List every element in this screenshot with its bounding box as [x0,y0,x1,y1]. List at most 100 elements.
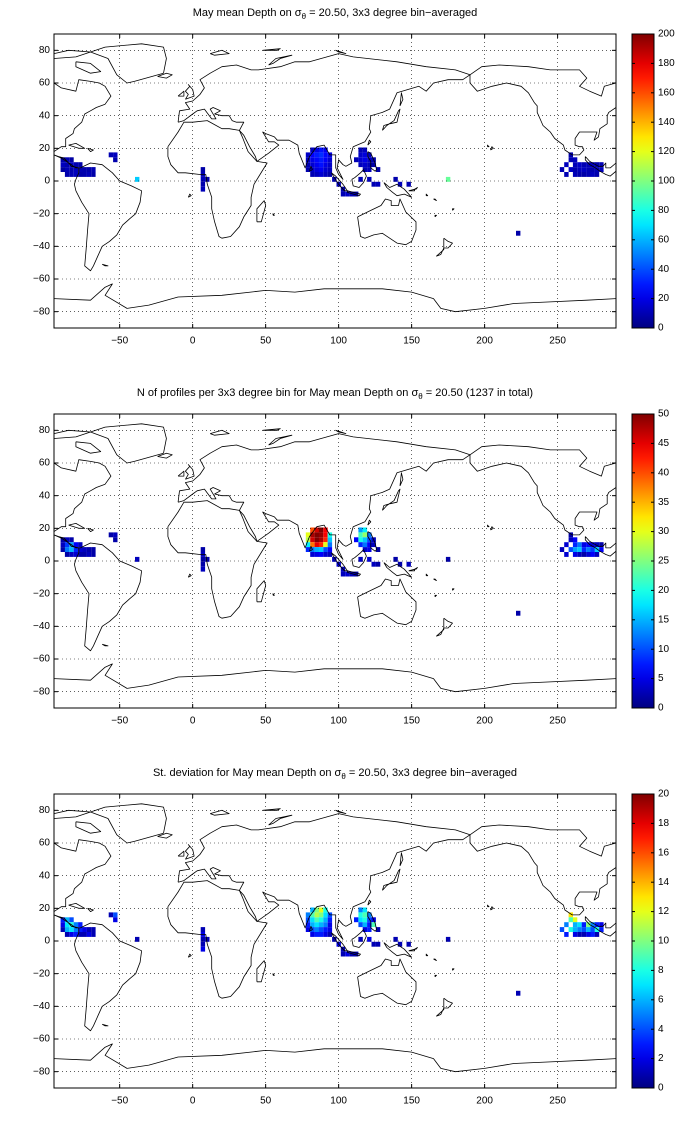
data-cell [327,537,333,543]
data-cell [354,191,359,197]
data-cell [305,912,311,918]
coastline [102,643,109,647]
coastline [256,200,267,223]
data-cell [358,157,363,163]
colorbar-tick-label: 60 [658,234,670,245]
data-cell [375,927,381,932]
coastline [335,809,347,814]
coastline [469,794,616,857]
coastline [367,911,378,932]
colorbar-tick-label: 5 [658,673,664,684]
panel-std-deviation: St. deviation for May mean Depth on σθ =… [0,760,696,1130]
data-cell [305,152,311,158]
data-cell [367,556,372,562]
x-tick-label: 50 [260,1096,272,1107]
data-cell [572,547,578,552]
colorbar-tick-label: 30 [658,526,670,537]
data-cell [78,932,83,937]
chart-title-profile-count: N of profiles per 3x3 degree bin for May… [136,387,534,402]
data-cell [200,556,206,562]
chart-title-std-deviation: St. deviation for May mean Depth on σθ =… [152,767,518,782]
data-cell [581,927,587,932]
data-cell [354,571,359,577]
coastline [75,61,102,74]
data-cell [64,917,70,923]
data-cell [69,917,74,923]
data-cell [78,547,83,552]
data-cell [581,167,587,172]
coastline [425,193,429,197]
data-cell [590,932,595,937]
colorbar-tick-label: 0 [658,703,664,714]
data-cell [323,547,328,552]
data-cell [82,552,87,557]
data-cell [78,922,83,928]
coastline [433,958,437,962]
data-cell [318,552,324,557]
coastline [167,500,268,619]
coastline [335,49,347,54]
data-cell [358,537,363,543]
data-cell [516,610,521,616]
coastline [54,914,143,1032]
data-cell [318,907,324,913]
colorbar-tick-label: 15 [658,614,670,625]
data-cell [599,927,604,932]
data-cell [64,542,70,548]
panel-profile-count: N of profiles per 3x3 degree bin for May… [0,380,696,750]
data-cell [564,932,569,937]
data-cell [397,561,403,567]
data-cell [594,547,600,552]
y-tick-label: −40 [33,1001,50,1012]
y-tick-label: 40 [39,870,51,881]
coastline [425,953,429,957]
data-cell [340,191,346,197]
data-cell [91,167,96,172]
coastline [102,263,109,267]
x-tick-label: −50 [111,1096,128,1107]
coastline [54,429,91,439]
y-tick-label: −40 [33,621,50,632]
data-cell [200,941,206,947]
data-cell [594,922,600,928]
data-cell [594,927,600,932]
data-cell [599,922,604,928]
coastline [177,53,471,180]
colorbar-tick-label: 25 [658,556,670,567]
coastline [490,526,494,531]
data-cell [314,167,319,172]
data-cell [516,230,521,236]
colorbar-tick-label: 20 [658,293,670,304]
data-cell [327,547,333,552]
data-cell [323,552,328,557]
coastline [102,1023,109,1027]
coastline [383,942,413,958]
coastline [54,794,112,913]
coastlines [54,414,616,693]
data-cell [581,552,587,557]
data-cell [354,537,359,543]
coastline [331,552,348,572]
colorbar-tick-label: 20 [658,789,670,800]
data-cell [362,927,368,932]
data-cell [82,932,87,937]
data-cell [445,176,451,182]
data-cell [590,162,595,168]
data-cell [332,556,337,562]
data-cell [310,162,315,168]
chart-mean-depth: −50 0 50 100 150 200 250806040200−20−40−60−800… [33,29,675,347]
coastline [309,545,313,552]
coastline [436,237,453,257]
data-cell [305,167,311,172]
colorbar-tick-label: 180 [658,58,675,69]
data-cell [358,147,363,153]
colorbar-std-deviation [631,793,655,1089]
data-cell [310,152,315,158]
y-tick-label: −60 [33,1034,50,1045]
data-cell [305,547,311,552]
data-cell [559,547,565,552]
data-cell [318,542,324,548]
data-cell [568,912,573,918]
data-cell [60,162,65,168]
coastline [68,522,86,529]
